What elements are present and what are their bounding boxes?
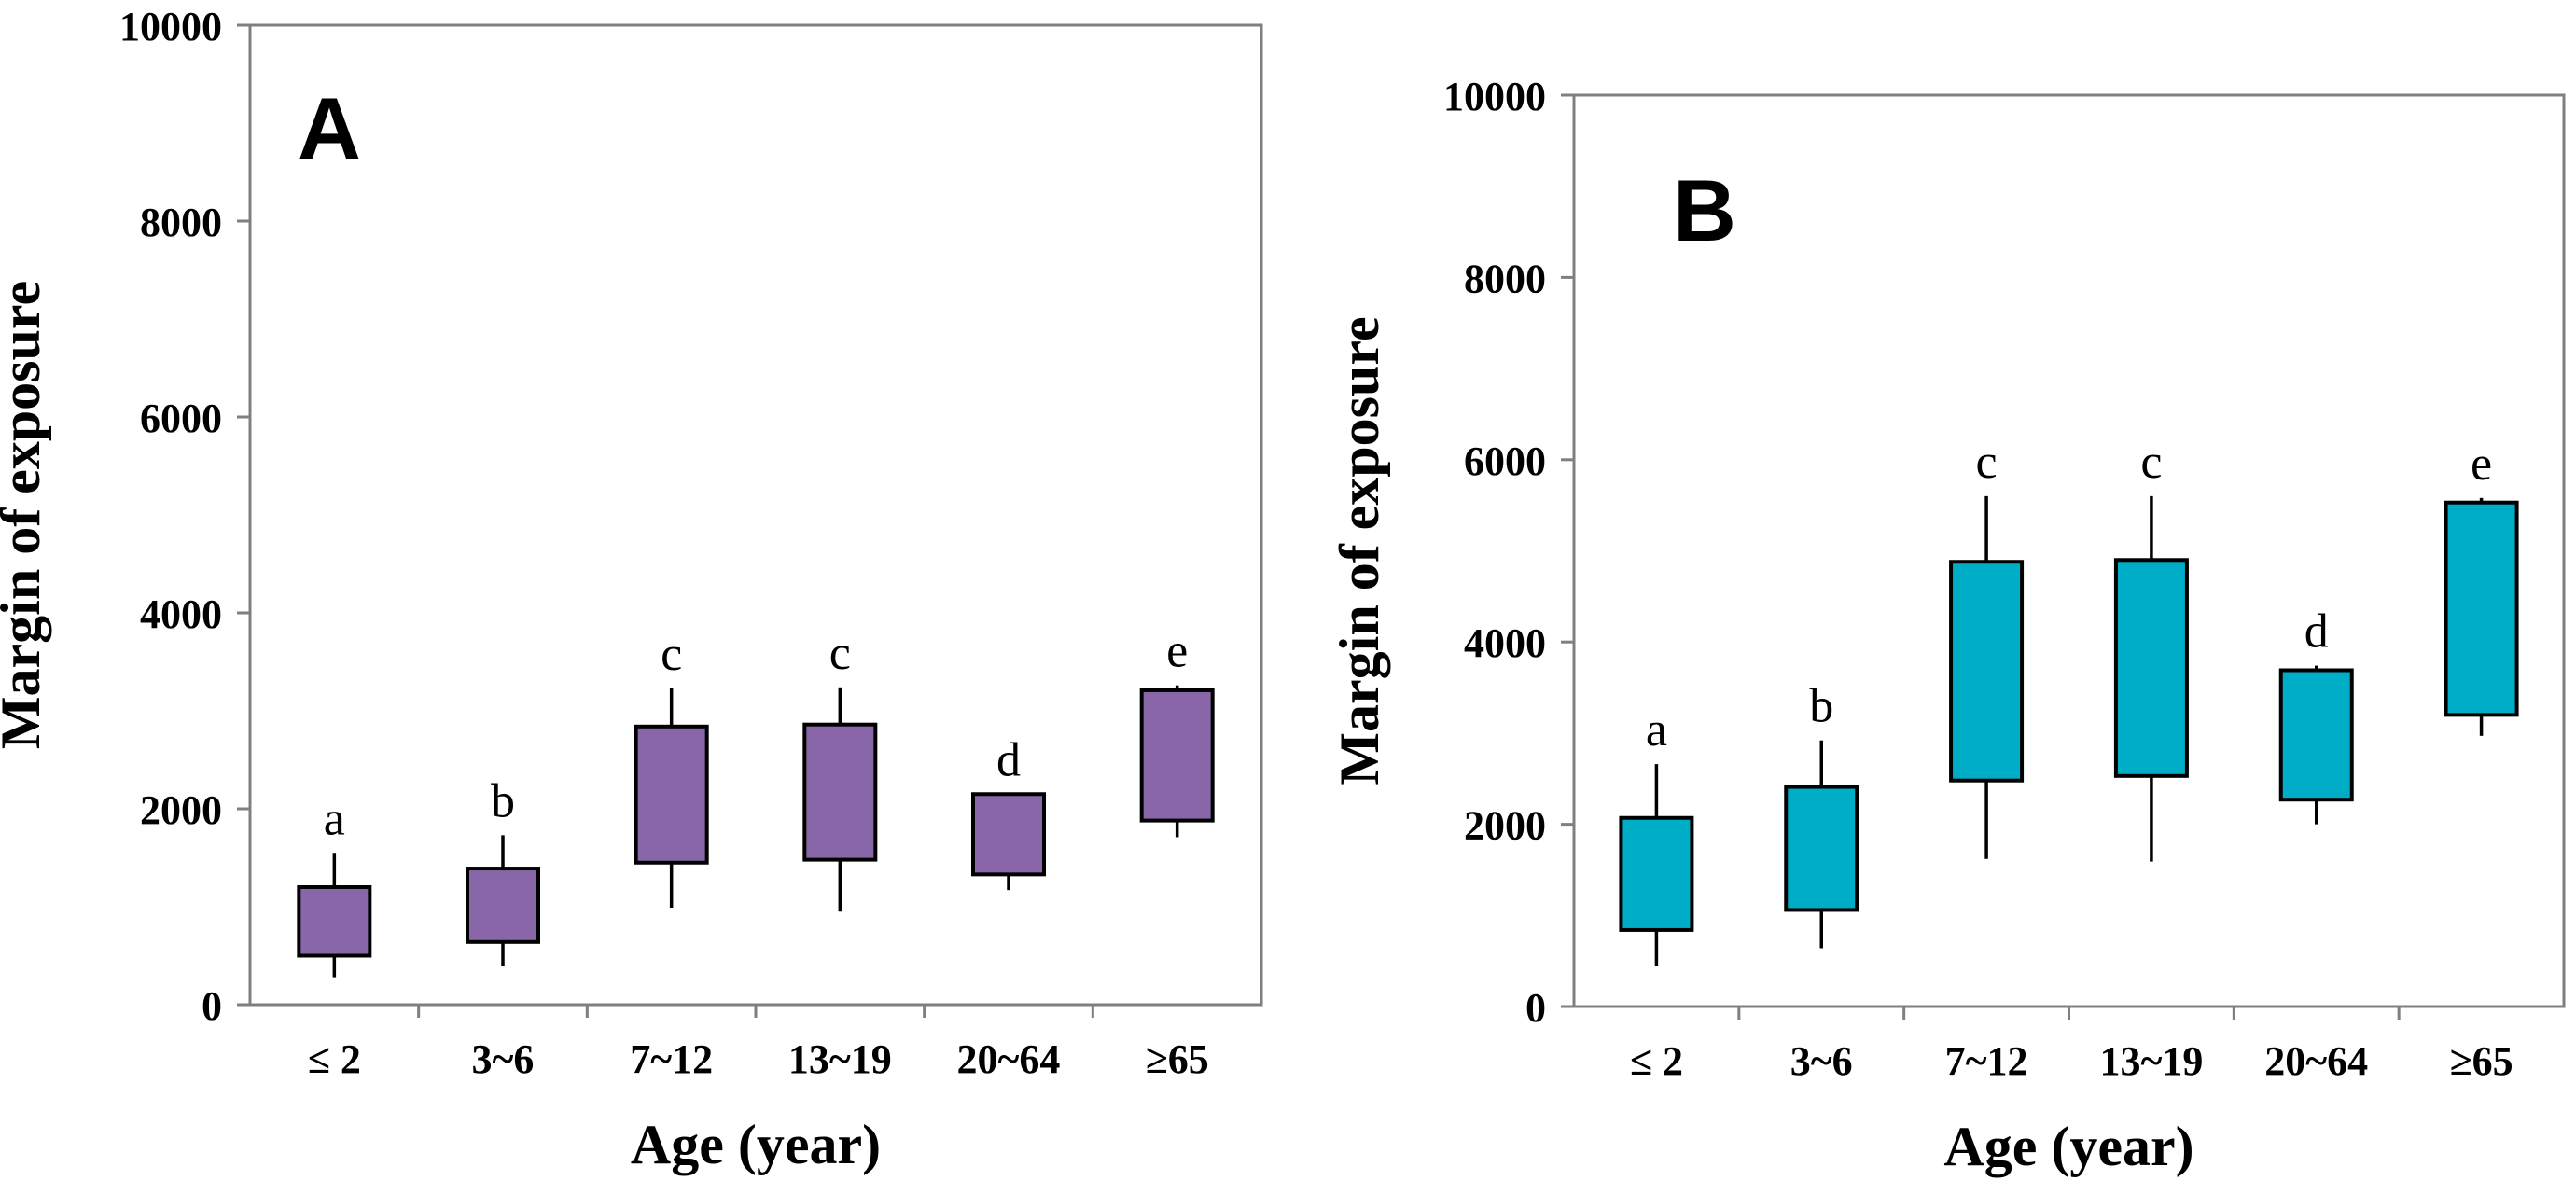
y-tick-label: 8000 — [140, 200, 222, 245]
x-axis-title: Age (year) — [1943, 1116, 2193, 1177]
y-tick-label: 0 — [202, 983, 222, 1029]
box — [1619, 815, 1694, 932]
significance-letter: c — [1976, 436, 1998, 489]
y-tick-label: 8000 — [1464, 256, 1546, 301]
significance-letter: c — [2140, 436, 2162, 489]
significance-letter: e — [2471, 438, 2492, 491]
x-axis-title: Age (year) — [631, 1114, 881, 1175]
significance-letter: b — [491, 774, 515, 827]
y-tick-label: 10000 — [119, 4, 222, 49]
x-tick-label: ≥65 — [1146, 1036, 1209, 1082]
box — [297, 885, 372, 958]
x-tick-label: 7~12 — [630, 1036, 713, 1082]
panel-b: 0 2000 4000 6000 8000 10000 ≤ 2 3~6 7~12 13~19 20~… — [1329, 74, 2566, 1177]
x-tick-label: 3~6 — [472, 1036, 535, 1082]
panel-a: 0 2000 4000 6000 8000 10000 ≤ 2 3~6 7~12 13~19 20~… — [0, 4, 1263, 1175]
x-tick-label: 13~19 — [2099, 1038, 2203, 1084]
y-axis-title: Margin of exposure — [1329, 316, 1390, 785]
significance-letter: c — [829, 627, 851, 680]
significance-letter: d — [996, 733, 1021, 786]
box — [1784, 785, 1859, 912]
significance-letter: b — [1809, 680, 1833, 733]
significance-letter: e — [1166, 625, 1188, 678]
box — [802, 722, 878, 862]
box — [1949, 560, 2025, 783]
significance-letter: d — [2304, 605, 2329, 659]
box — [2278, 668, 2354, 802]
box — [1139, 688, 1215, 823]
box — [2113, 558, 2189, 778]
box — [2444, 500, 2519, 717]
plot-frame — [248, 23, 1263, 1007]
box — [971, 792, 1046, 877]
y-tick-label: 4000 — [1464, 620, 1546, 666]
x-tick-label: ≤ 2 — [1630, 1038, 1683, 1084]
x-tick-label: 3~6 — [1790, 1038, 1853, 1084]
x-tick-label: ≤ 2 — [308, 1036, 361, 1082]
y-tick-label: 4000 — [140, 591, 222, 637]
significance-letter: a — [324, 792, 345, 845]
x-tick-label: 20~64 — [2264, 1038, 2368, 1084]
y-tick-label: 0 — [1525, 985, 1546, 1031]
panel-label: B — [1673, 161, 1736, 259]
y-tick-label: 6000 — [1464, 438, 1546, 484]
panel-label: A — [298, 79, 361, 177]
x-tick-label: 13~19 — [788, 1036, 892, 1082]
x-tick-label: ≥65 — [2450, 1038, 2513, 1084]
y-tick-label: 6000 — [140, 396, 222, 441]
box — [634, 724, 709, 865]
y-tick-label: 10000 — [1443, 74, 1546, 119]
significance-letter: c — [661, 628, 682, 681]
y-tick-label: 2000 — [140, 787, 222, 833]
x-tick-label: 7~12 — [1945, 1038, 2028, 1084]
significance-letter: a — [1646, 703, 1667, 757]
y-tick-label: 2000 — [1464, 803, 1546, 849]
box — [466, 867, 540, 944]
x-tick-label: 20~64 — [957, 1036, 1061, 1082]
y-axis-title: Margin of exposure — [0, 281, 51, 749]
